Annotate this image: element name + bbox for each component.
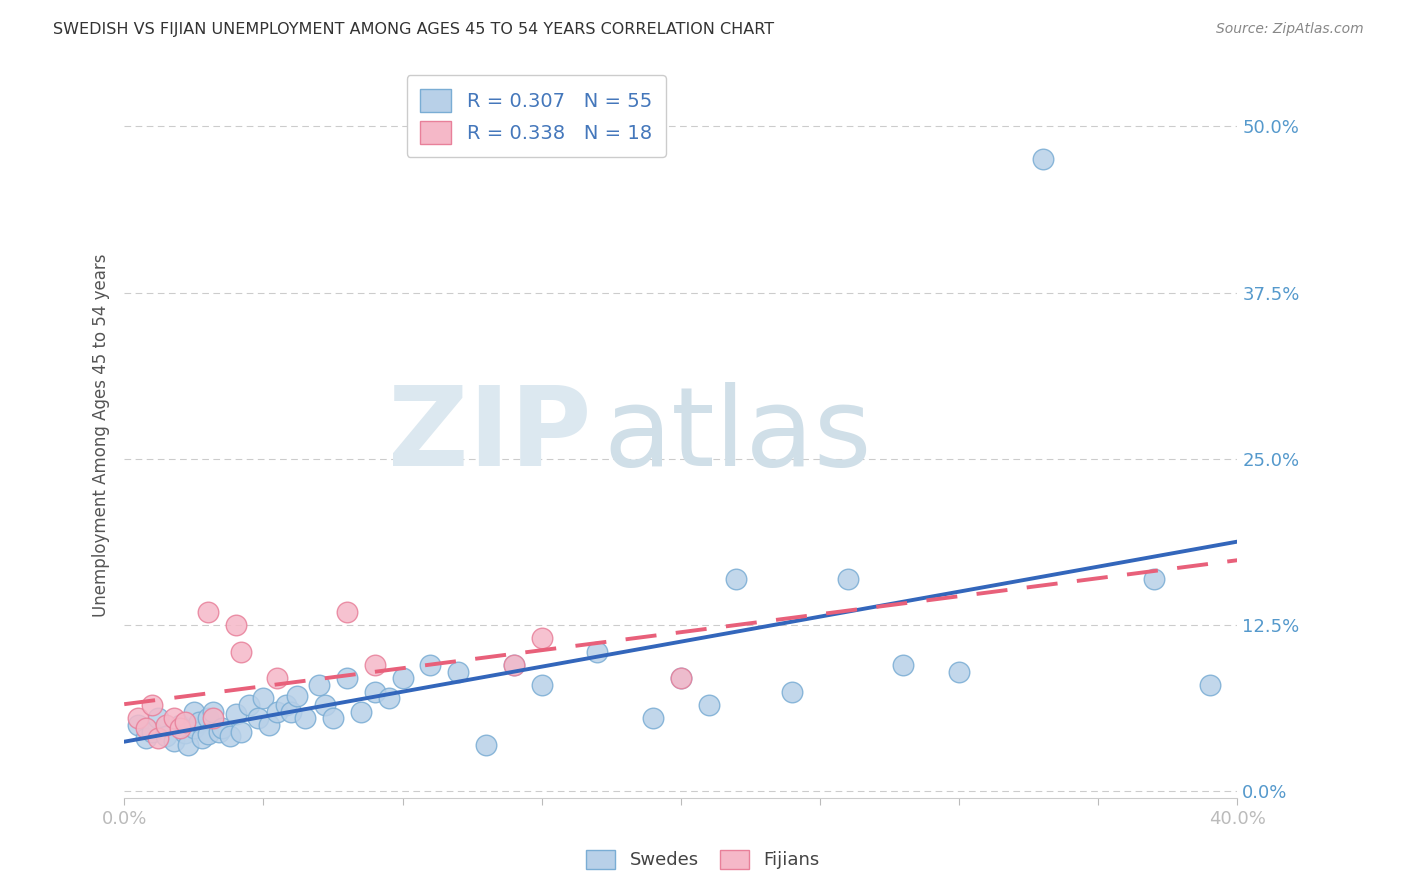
Point — [419, 658, 441, 673]
Point — [641, 711, 664, 725]
Point — [155, 718, 177, 732]
Point — [502, 658, 524, 673]
Point — [183, 705, 205, 719]
Point — [475, 738, 498, 752]
Point — [350, 705, 373, 719]
Point — [266, 672, 288, 686]
Text: ZIP: ZIP — [388, 382, 592, 489]
Point — [183, 721, 205, 735]
Point — [141, 698, 163, 712]
Point — [893, 658, 915, 673]
Point — [229, 724, 252, 739]
Point — [530, 632, 553, 646]
Point — [780, 684, 803, 698]
Point — [197, 711, 219, 725]
Point — [266, 705, 288, 719]
Point — [308, 678, 330, 692]
Point — [197, 605, 219, 619]
Point — [586, 645, 609, 659]
Point — [246, 711, 269, 725]
Point — [202, 705, 225, 719]
Point — [163, 711, 186, 725]
Point — [146, 711, 169, 725]
Legend: Swedes, Fijians: Swedes, Fijians — [576, 841, 830, 879]
Text: Source: ZipAtlas.com: Source: ZipAtlas.com — [1216, 22, 1364, 37]
Point — [127, 718, 149, 732]
Point — [669, 672, 692, 686]
Point — [280, 705, 302, 719]
Point — [1198, 678, 1220, 692]
Point — [219, 729, 242, 743]
Point — [363, 684, 385, 698]
Point — [530, 678, 553, 692]
Point — [174, 715, 197, 730]
Point — [502, 658, 524, 673]
Point — [146, 731, 169, 746]
Point — [294, 711, 316, 725]
Point — [174, 726, 197, 740]
Point — [208, 724, 231, 739]
Point — [257, 718, 280, 732]
Point — [169, 721, 191, 735]
Point — [225, 707, 247, 722]
Point — [274, 698, 297, 712]
Point — [948, 665, 970, 679]
Point — [1032, 153, 1054, 167]
Point — [141, 724, 163, 739]
Point — [669, 672, 692, 686]
Point — [225, 618, 247, 632]
Y-axis label: Unemployment Among Ages 45 to 54 years: Unemployment Among Ages 45 to 54 years — [93, 254, 110, 617]
Point — [285, 689, 308, 703]
Point — [202, 711, 225, 725]
Point — [169, 718, 191, 732]
Point — [155, 729, 177, 743]
Point — [336, 672, 359, 686]
Point — [135, 721, 157, 735]
Point — [314, 698, 336, 712]
Point — [447, 665, 470, 679]
Point — [197, 727, 219, 741]
Point — [697, 698, 720, 712]
Point — [177, 738, 200, 752]
Point — [163, 734, 186, 748]
Point — [238, 698, 260, 712]
Point — [252, 691, 274, 706]
Point — [391, 672, 413, 686]
Point — [1143, 572, 1166, 586]
Point — [127, 711, 149, 725]
Point — [211, 721, 233, 735]
Point — [229, 645, 252, 659]
Text: atlas: atlas — [603, 382, 872, 489]
Point — [336, 605, 359, 619]
Point — [135, 731, 157, 746]
Point — [363, 658, 385, 673]
Point — [322, 711, 344, 725]
Point — [725, 572, 748, 586]
Point — [191, 731, 214, 746]
Legend: R = 0.307   N = 55, R = 0.338   N = 18: R = 0.307 N = 55, R = 0.338 N = 18 — [406, 76, 665, 157]
Point — [837, 572, 859, 586]
Text: SWEDISH VS FIJIAN UNEMPLOYMENT AMONG AGES 45 TO 54 YEARS CORRELATION CHART: SWEDISH VS FIJIAN UNEMPLOYMENT AMONG AGE… — [53, 22, 775, 37]
Point — [188, 715, 211, 730]
Point — [377, 691, 399, 706]
